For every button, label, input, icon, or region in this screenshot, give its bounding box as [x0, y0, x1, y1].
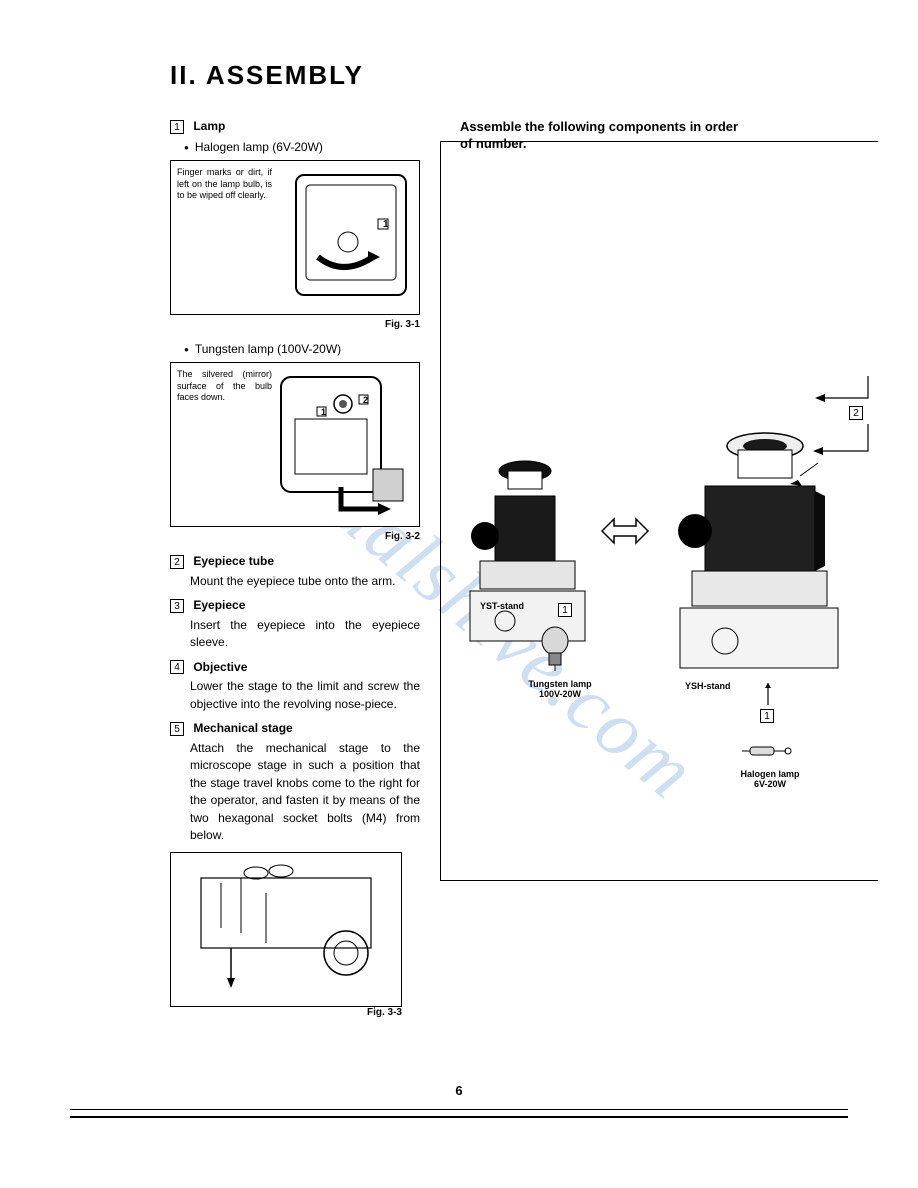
halogen-bulb-icon — [738, 739, 798, 763]
left-column: 1 Lamp Halogen lamp (6V-20W) Finger mark… — [170, 119, 420, 1030]
callout-box-1b: 1 — [760, 709, 774, 723]
boxed-number-1: 1 — [170, 120, 184, 134]
boxed-number-4: 4 — [170, 660, 184, 674]
figure-3-1-illustration: 1 — [288, 167, 413, 307]
tungsten-label: Tungsten lamp 100V-20W — [515, 679, 605, 699]
item-2-header: 2 Eyepiece tube — [170, 554, 420, 569]
bullet-halogen: Halogen lamp (6V-20W) — [184, 140, 420, 154]
item-3-title: Eyepiece — [193, 598, 245, 612]
boxed-number-2: 2 — [170, 555, 184, 569]
item-3-header: 3 Eyepiece — [170, 598, 420, 613]
section-heading: II. ASSEMBLY — [170, 60, 838, 91]
ysh-label: YSH-stand — [685, 681, 731, 691]
item-2-body: Mount the eyepiece tube onto the arm. — [190, 573, 420, 590]
page-content: II. ASSEMBLY 1 Lamp Halogen lamp (6V-20W… — [0, 0, 918, 1188]
item-4-header: 4 Objective — [170, 660, 420, 675]
right-instruction-line2: of number. — [460, 136, 838, 151]
figure-3-3-illustration — [171, 853, 401, 1005]
figure-3-1-note: Finger marks or dirt, if left on the lam… — [177, 167, 272, 202]
item-4-title: Objective — [193, 660, 247, 674]
boxed-number-5: 5 — [170, 722, 184, 736]
item-5-body: Attach the mechanical stage to the micro… — [190, 740, 420, 844]
bullet-tungsten: Tungsten lamp (100V-20W) — [184, 342, 420, 356]
double-arrow-icon — [600, 511, 650, 551]
page-number: 6 — [455, 1083, 462, 1098]
figure-3-1-label: Fig. 3-1 — [170, 319, 420, 330]
footer-rule — [70, 1116, 848, 1118]
tungsten-label-a: Tungsten lamp — [528, 679, 591, 689]
figure-3-3-frame — [170, 852, 402, 1007]
boxed-number-3: 3 — [170, 599, 184, 613]
figure-3-2-illustration: 2 1 — [273, 369, 413, 519]
halogen-label: Halogen lamp 6V-20W — [725, 769, 815, 789]
item-4-body: Lower the stage to the limit and screw t… — [190, 678, 420, 713]
item-3-body: Insert the eyepiece into the eyepiece sl… — [190, 617, 420, 652]
two-column-layout: 1 Lamp Halogen lamp (6V-20W) Finger mark… — [170, 119, 838, 1030]
callout-box-1a: 1 — [558, 603, 572, 617]
item-5-header: 5 Mechanical stage — [170, 721, 420, 736]
halogen-label-a: Halogen lamp — [740, 769, 799, 779]
halogen-label-b: 6V-20W — [754, 779, 786, 789]
figure-3-2-frame: The silvered (mirror) surface of the bul… — [170, 362, 420, 527]
figure-3-2-note: The silvered (mirror) surface of the bul… — [177, 369, 272, 404]
assembly-diagram: 2 YST-stand — [460, 161, 838, 861]
figure-3-1-frame: Finger marks or dirt, if left on the lam… — [170, 160, 420, 315]
ysh-microscope-icon — [650, 416, 850, 686]
tungsten-label-b: 100V-20W — [539, 689, 581, 699]
footer-rule-thin — [70, 1109, 848, 1110]
right-instruction-line1: Assemble the following components in ord… — [460, 119, 838, 134]
item-1-header: 1 Lamp — [170, 119, 420, 134]
figure-3-2-label: Fig. 3-2 — [170, 531, 420, 542]
item-5-title: Mechanical stage — [193, 721, 292, 735]
right-column: Assemble the following components in ord… — [460, 119, 838, 1030]
figure-3-3-label: Fig. 3-3 — [170, 1007, 402, 1018]
item-1-title: Lamp — [193, 119, 225, 133]
tungsten-bulb-icon — [530, 623, 580, 673]
item-2-title: Eyepiece tube — [193, 554, 274, 568]
yst-label: YST-stand — [480, 601, 524, 611]
callout-arrow-1b — [765, 683, 771, 709]
